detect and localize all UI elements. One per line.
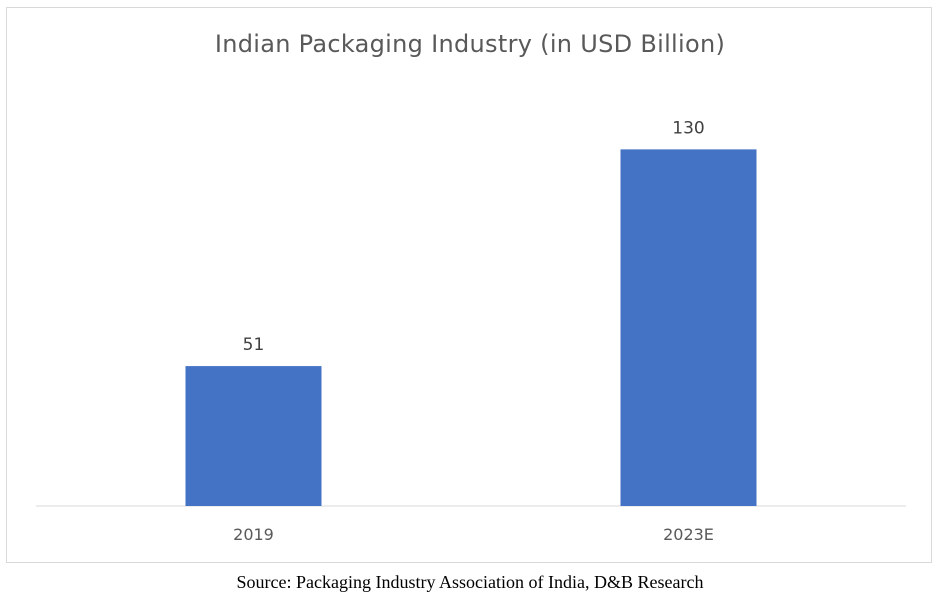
bar-2023E bbox=[620, 149, 757, 507]
bar-series: 51 2019 130 2023E bbox=[185, 118, 757, 544]
source-note: Source: Packaging Industry Association o… bbox=[236, 572, 704, 592]
x-tick-label-2023E: 2023E bbox=[663, 525, 714, 544]
data-label-2019: 51 bbox=[243, 335, 265, 355]
chart-frame bbox=[6, 7, 932, 563]
chart-title: Indian Packaging Industry (in USD Billio… bbox=[214, 30, 726, 58]
bar-2019 bbox=[185, 366, 322, 506]
x-tick-label-2019: 2019 bbox=[233, 525, 274, 544]
data-label-2023E: 130 bbox=[672, 118, 704, 138]
